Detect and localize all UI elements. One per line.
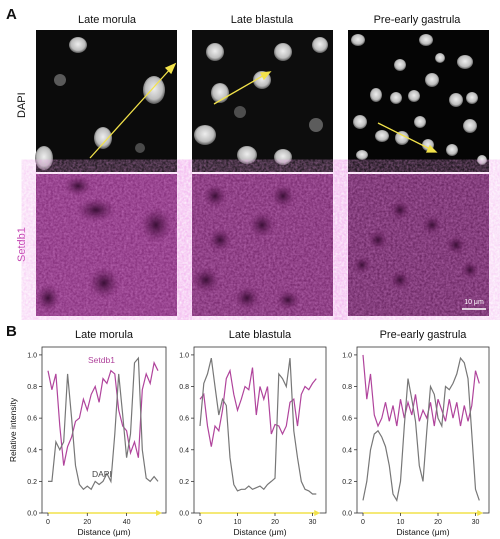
x-tick-label: 20 [271,519,279,526]
y-tick-label: 1.0 [179,352,189,359]
x-tick-label: 10 [397,519,405,526]
baseline-arrowhead [314,510,321,516]
x-tick-label: 20 [83,519,91,526]
series-line-dapi [48,356,159,491]
column-title-late-blastula: Late blastula [230,14,294,26]
scale-bar-label: 10 μm [464,299,484,306]
plot-title: Pre-early gastrula [380,329,468,341]
x-axis-label: Distance (μm) [396,527,449,537]
dapi-image-pre-early-gastrula [348,30,489,172]
x-axis-label: Distance (μm) [77,527,130,537]
y-tick-label: 1.0 [342,352,352,359]
y-tick-label: 1.0 [27,352,37,359]
nuclei-pre-early-gastrula [351,34,487,165]
column-title-late-morula: Late morula [77,14,137,26]
plot-frame [356,346,490,514]
y-tick-label: 0.8 [27,384,37,391]
panel-a-letter: A [6,6,17,23]
column-title-pre-early-gastrula: Pre-early gastrula [373,14,461,26]
plot-title: Late morula [75,329,134,341]
y-tick-label: 0.2 [342,479,352,486]
y-tick-label: 0.0 [179,511,189,518]
x-tick-label: 30 [309,519,317,526]
y-tick-label: 0.2 [27,479,37,486]
y-tick-label: 0.0 [342,511,352,518]
panel-b-letter: B [6,323,17,340]
y-tick-label: 0.6 [179,416,189,423]
series-label-setdb1: Setdb1 [88,355,115,365]
x-tick-label: 30 [472,519,480,526]
series-line-dapi [362,356,480,503]
y-tick-label: 0.8 [179,384,189,391]
series-line-setdb1 [47,360,159,466]
y-tick-label: 0.4 [27,447,37,454]
x-tick-label: 0 [198,519,202,526]
plot-title: Late blastula [229,329,292,341]
series-label-dapi: DAPI [92,469,112,479]
setdb1-image-pre-early-gastrula [348,174,489,316]
x-tick-label: 20 [434,519,442,526]
linescan-arrows [89,62,438,159]
series-line-dapi [199,357,317,495]
nuclei-late-morula [35,37,165,170]
series-line-setdb1 [362,354,480,428]
setdb1-image-late-blastula [192,174,333,316]
y-tick-label: 0.4 [179,447,189,454]
x-tick-label: 0 [46,519,50,526]
baseline-arrowhead [477,510,484,516]
x-axis-label: Distance (μm) [233,527,286,537]
setdb1-image-late-morula [36,174,177,316]
y-axis-label: Relative intensity [8,397,18,462]
y-tick-label: 0.6 [27,416,37,423]
x-tick-label: 10 [234,519,242,526]
y-tick-label: 0.2 [179,479,189,486]
y-tick-label: 0.8 [342,384,352,391]
x-tick-label: 0 [361,519,365,526]
baseline-arrowhead [156,510,163,516]
micrograph-grid: 10 μm [35,30,489,316]
y-tick-label: 0.4 [342,447,352,454]
x-tick-label: 40 [123,519,131,526]
series-line-setdb1 [199,367,317,447]
y-tick-label: 0.0 [27,511,37,518]
y-tick-label: 0.6 [342,416,352,423]
